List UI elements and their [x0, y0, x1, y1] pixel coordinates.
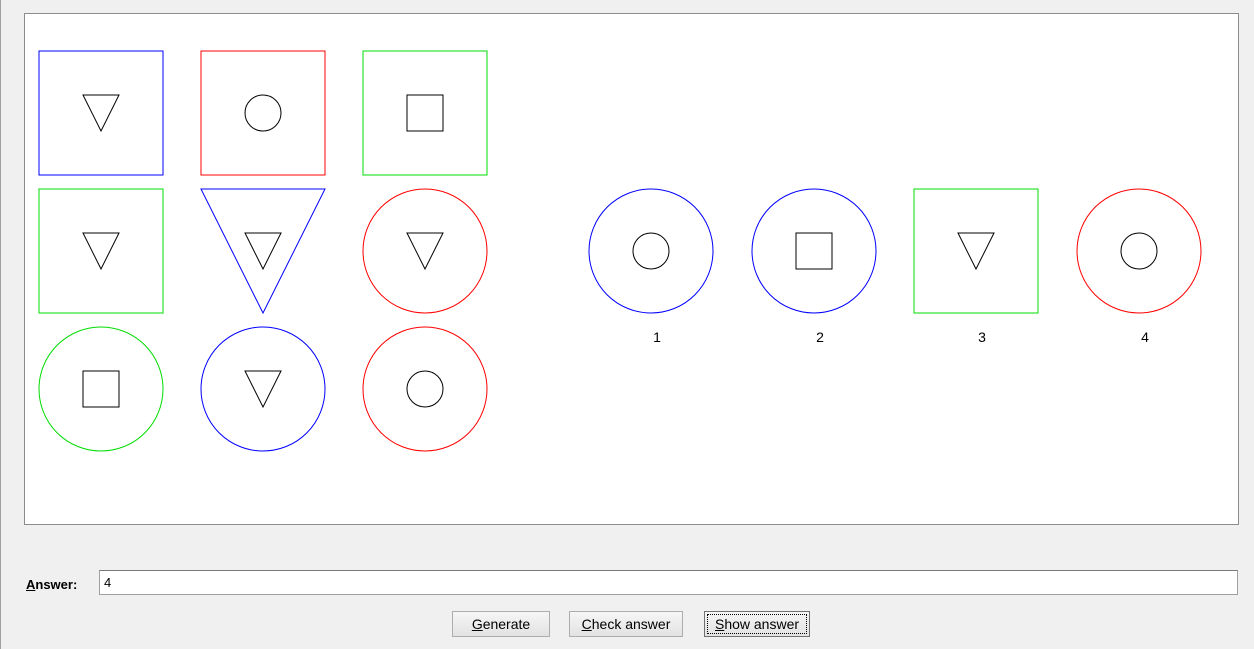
show-answer-mnemonic: S — [714, 616, 725, 632]
option-label-1: 1 — [653, 329, 661, 345]
matrix-cell-1-1-outer-square — [38, 50, 164, 176]
puzzle-drawing: 1 2 3 4 — [38, 50, 1202, 452]
answer-row: Answer: — [26, 570, 1241, 598]
option-label-4: 4 — [1141, 329, 1149, 345]
matrix-cell-1-2 — [200, 50, 326, 176]
option-2-inner-square — [795, 232, 833, 270]
matrix-cell-3-1 — [38, 326, 164, 452]
matrix-cell-2-1-inner-triangle — [82, 232, 120, 271]
option-2-outer-circle — [751, 188, 877, 314]
option-1-outer-circle — [588, 188, 714, 314]
option-label-2: 2 — [816, 329, 824, 345]
answer-label: Answer: — [26, 577, 77, 592]
matrix-cell-3-2-inner-triangle — [244, 370, 282, 409]
option-1 — [588, 188, 714, 314]
matrix-cell-3-2 — [200, 326, 326, 452]
matrix-cell-2-2-outer-triangle — [200, 188, 326, 315]
generate-button[interactable]: Generate — [452, 611, 550, 637]
check-answer-mnemonic: C — [581, 616, 592, 632]
matrix-cell-1-2-inner-circle — [244, 94, 282, 132]
matrix-cell-2-3-outer-circle — [362, 188, 488, 314]
option-4-outer-circle — [1076, 188, 1202, 314]
matrix-cell-3-1-inner-square — [82, 370, 120, 408]
option-3-outer-square — [913, 188, 1039, 314]
check-answer-button[interactable]: Check answer — [569, 611, 683, 637]
matrix-cell-3-1-outer-circle — [38, 326, 164, 452]
option-2 — [751, 188, 877, 314]
matrix-cell-1-3-outer-square — [362, 50, 488, 176]
option-3 — [913, 188, 1039, 314]
matrix-cell-3-3-inner-circle — [406, 370, 444, 408]
matrix-cell-1-1 — [38, 50, 164, 176]
generate-label: enerate — [482, 616, 531, 632]
matrix-cell-1-2-outer-square — [200, 50, 326, 176]
show-answer-label: how answer — [724, 616, 800, 632]
matrix-cell-2-2 — [200, 188, 326, 315]
check-answer-label: heck answer — [591, 616, 671, 632]
matrix-cell-1-3 — [362, 50, 488, 176]
matrix-cell-2-1-outer-square — [38, 188, 164, 314]
matrix-cell-2-1 — [38, 188, 164, 314]
option-4 — [1076, 188, 1202, 314]
option-1-inner-circle — [632, 232, 670, 270]
option-label-3: 3 — [978, 329, 986, 345]
show-answer-button[interactable]: Show answer — [704, 611, 810, 637]
option-3-inner-triangle — [957, 232, 995, 271]
matrix-cell-3-3 — [362, 326, 488, 452]
answer-label-mnemonic: A — [26, 577, 36, 592]
puzzle-canvas: 1 2 3 4 — [24, 13, 1239, 525]
matrix-cell-2-2-inner-triangle — [244, 232, 282, 271]
option-4-inner-circle — [1120, 232, 1158, 270]
matrix-cell-1-1-inner-triangle — [82, 94, 120, 133]
answer-label-text: nswer: — [35, 577, 78, 592]
answer-input[interactable] — [99, 570, 1238, 595]
matrix-cell-3-3-outer-circle — [362, 326, 488, 452]
matrix-cell-2-3 — [362, 188, 488, 314]
matrix-cell-1-3-inner-square — [406, 94, 444, 132]
matrix-cell-3-2-outer-circle — [200, 326, 326, 452]
generate-mnemonic: G — [471, 616, 483, 632]
matrix-cell-2-3-inner-triangle — [406, 232, 444, 271]
